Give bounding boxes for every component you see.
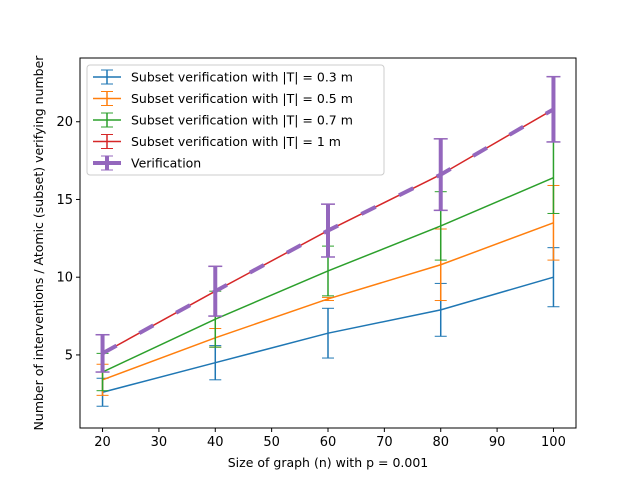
x-tick-label: 90 (489, 435, 506, 450)
series-layer (95, 75, 561, 407)
x-tick-label: 100 (541, 435, 566, 450)
x-tick-label: 60 (320, 435, 337, 450)
legend-label: Subset verification with |T| = 0.7 m (131, 113, 353, 128)
x-axis-label: Size of graph (n) with p = 0.001 (228, 455, 429, 470)
x-tick-label: 40 (207, 435, 224, 450)
legend-label: Subset verification with |T| = 1 m (131, 134, 341, 149)
series-line (102, 177, 554, 373)
legend: Subset verification with |T| = 0.3 m Subs… (86, 64, 385, 176)
x-tick-label: 30 (151, 435, 168, 450)
x-tick-label: 50 (263, 435, 280, 450)
legend-label: Verification (131, 156, 201, 171)
legend-label: Subset verification with |T| = 0.3 m (131, 70, 353, 85)
y-tick-label: 15 (56, 193, 73, 208)
series-4 (95, 75, 561, 373)
legend-label: Subset verification with |T| = 0.5 m (131, 91, 353, 106)
legend-item: Subset verification with |T| = 0.5 m (93, 91, 353, 106)
y-tick-label: 10 (56, 271, 73, 286)
legend-box (86, 64, 385, 176)
series-line (102, 222, 554, 381)
legend-item: Verification (93, 155, 201, 171)
series-0 (96, 247, 560, 407)
x-tick-label: 80 (432, 435, 449, 450)
x-axis: 20 30 40 50 60 70 80 90 100 (94, 428, 566, 450)
y-tick-label: 5 (65, 348, 73, 363)
legend-item: Subset verification with |T| = 0.7 m (93, 112, 353, 128)
y-tick-label: 20 (56, 115, 73, 130)
y-axis: 5 10 15 20 (56, 115, 80, 363)
x-tick-label: 20 (94, 435, 111, 450)
y-axis-label: Number of interventions / Atomic (subset… (31, 55, 46, 431)
legend-item: Subset verification with |T| = 1 m (93, 134, 341, 149)
series-line (101, 107, 555, 356)
legend-item: Subset verification with |T| = 0.3 m (93, 69, 353, 85)
series-line (102, 276, 554, 393)
x-tick-label: 70 (376, 435, 393, 450)
